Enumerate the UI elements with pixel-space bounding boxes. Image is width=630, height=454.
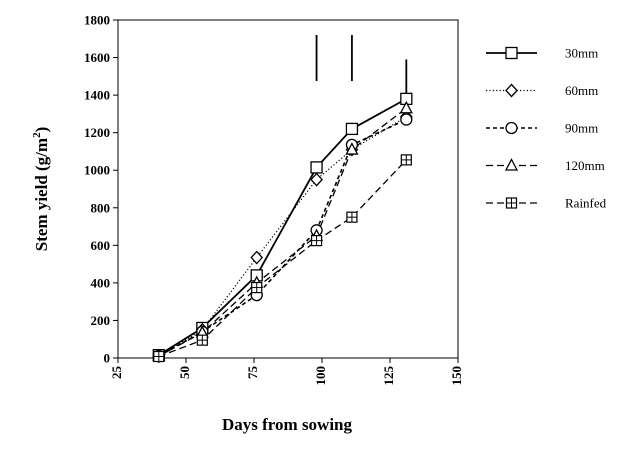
point-marker-diamond	[505, 83, 518, 98]
series-points-120mm	[152, 100, 413, 362]
series-lines	[158, 98, 407, 358]
legend-entry: 90mm	[486, 121, 598, 136]
y-tick-label: 800	[91, 200, 111, 215]
x-tick-label: 150	[449, 366, 464, 386]
y-tick-label: 400	[91, 275, 111, 290]
y-tick-label: 1800	[84, 13, 110, 28]
y-axis-unit-open: (	[32, 165, 51, 175]
legend-label: 60mm	[565, 83, 598, 98]
x-tick-label: 125	[381, 366, 396, 386]
point-marker-diamond	[250, 250, 264, 265]
y-axis-unit-exponent: 2	[31, 132, 43, 138]
y-tick-label: 1600	[84, 50, 110, 65]
y-tick-label: 0	[104, 351, 111, 366]
x-tick-label: 100	[313, 366, 328, 386]
series-line-30mm	[158, 98, 407, 356]
point-marker-circle	[505, 121, 518, 135]
axes: 25 50 75 100 125 150 0 200 400 600 800 1000 1200 1400…	[84, 13, 464, 386]
y-axis-unit-base: g/m	[32, 138, 51, 165]
x-tick-label: 75	[245, 366, 260, 380]
series-points-90mm	[152, 113, 413, 363]
y-tick-label: 1200	[84, 125, 110, 140]
x-tick-label: 25	[109, 366, 124, 380]
y-axis-title-text: Stem yield	[32, 175, 51, 252]
legend-label: 30mm	[565, 46, 598, 61]
series-markers	[152, 92, 413, 364]
legend-label: 120mm	[565, 158, 605, 173]
plot-frame	[117, 19, 459, 359]
x-tick-label: 50	[177, 366, 192, 379]
y-axis-title: Stem yield (g/m2)	[31, 127, 51, 252]
point-marker-triangle	[399, 100, 413, 114]
point-marker-triangle	[504, 158, 519, 171]
series-points-60mm	[152, 109, 413, 364]
series-line-90mm	[158, 118, 407, 357]
legend-entry: 60mm	[486, 83, 598, 98]
y-tick-label: 200	[91, 313, 111, 328]
series-line-120mm	[158, 107, 407, 357]
x-axis-title: Days from sowing	[222, 415, 353, 434]
point-marker-diamond	[310, 172, 323, 187]
point-marker-square	[310, 161, 323, 174]
legend-entry: 30mm	[486, 46, 598, 61]
point-marker-square	[505, 46, 518, 60]
point-marker-circle	[400, 113, 413, 126]
annotations	[315, 35, 408, 96]
legend-label: 90mm	[565, 121, 598, 136]
point-marker-triangle	[345, 142, 359, 155]
series-group	[152, 92, 413, 364]
y-tick-label: 1000	[84, 163, 110, 178]
y-tick-label: 600	[91, 238, 111, 253]
series-line-60mm	[158, 116, 407, 357]
legend-label: Rainfed	[565, 196, 607, 211]
series-points-rainfed	[153, 154, 412, 363]
legend-entry: 120mm	[486, 158, 605, 173]
legend: 30mm 60mm 90mm 120mm Rainfed	[486, 46, 607, 211]
y-axis-unit-close: )	[32, 127, 51, 133]
series-line-rainfed	[158, 159, 407, 358]
legend-entry: Rainfed	[486, 196, 607, 211]
point-marker-square	[345, 122, 359, 136]
y-tick-label: 1400	[84, 88, 110, 103]
